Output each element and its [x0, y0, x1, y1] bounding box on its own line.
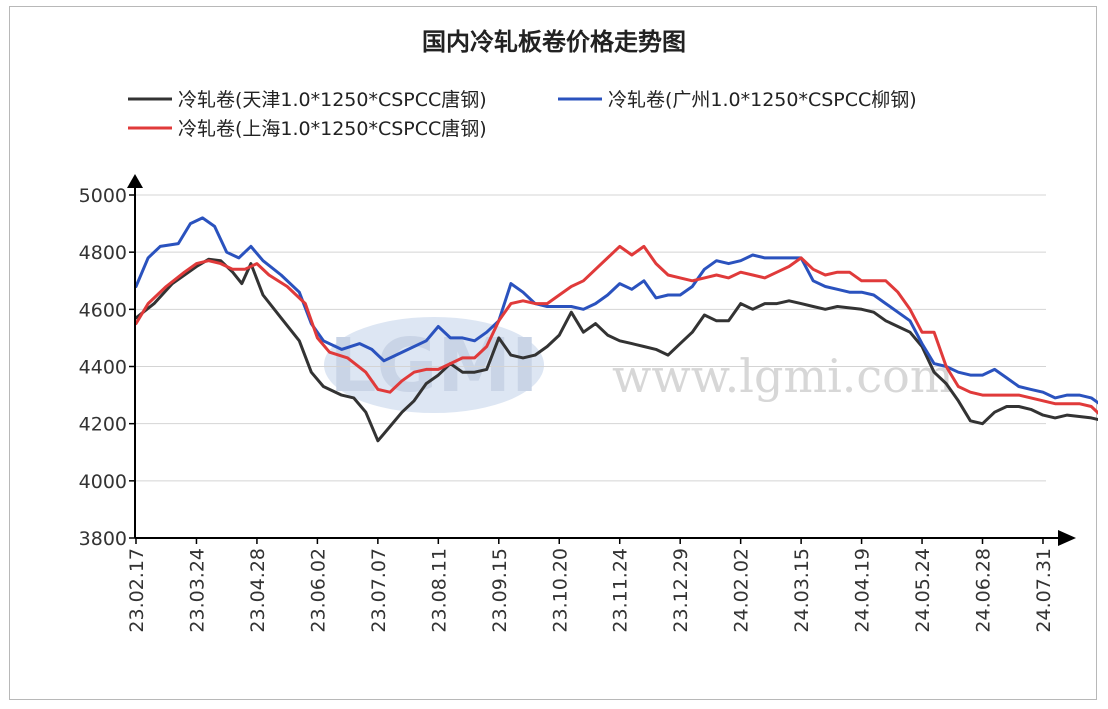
series-lines — [134, 216, 1098, 443]
x-axis-arrow — [1058, 530, 1076, 546]
y-tick-label: 4400 — [79, 357, 127, 379]
series-line-2 — [134, 244, 1098, 415]
series-line-0 — [134, 257, 1098, 443]
chart-canvas: LGMI www.lgmi.com 国内冷轧板卷价格走势图 冷轧卷(天津1.0*… — [79, 28, 1098, 633]
x-tick-label: 23.02.17 — [126, 548, 148, 633]
y-tick-label: 4800 — [79, 242, 127, 264]
legend-label-shanghai: 冷轧卷(上海1.0*1250*CSPCC唐钢) — [178, 118, 487, 140]
y-tick-label: 5000 — [79, 185, 127, 207]
x-tick-label: 23.04.28 — [247, 548, 269, 633]
x-tick-label: 23.06.02 — [307, 548, 329, 633]
x-tick-label: 23.12.29 — [670, 548, 692, 633]
x-tick-label: 24.02.02 — [731, 548, 753, 633]
y-axis-arrow — [127, 174, 143, 188]
x-axis-tick-labels: 23.02.17 23.03.24 23.04.28 23.06.02 23.07.07… — [126, 538, 1055, 633]
y-tick-label: 3800 — [79, 528, 127, 550]
legend: 冷轧卷(天津1.0*1250*CSPCC唐钢) 冷轧卷(广州1.0*1250*C… — [128, 89, 917, 140]
legend-item-tianjin[interactable]: 冷轧卷(天津1.0*1250*CSPCC唐钢) — [128, 89, 487, 111]
y-axis-tick-labels: 5000 4800 4600 4400 4200 4000 3800 — [79, 185, 135, 550]
x-tick-label: 23.11.24 — [610, 548, 632, 633]
x-tick-label: 23.08.11 — [428, 548, 450, 633]
chart-title: 国内冷轧板卷价格走势图 — [422, 28, 686, 56]
x-tick-label: 24.07.31 — [1033, 548, 1055, 633]
x-tick-label: 24.06.28 — [973, 548, 995, 633]
x-tick-label: 23.03.24 — [186, 548, 208, 633]
watermark: LGMI www.lgmi.com — [324, 317, 953, 413]
series-line-1 — [134, 216, 1098, 405]
y-tick-label: 4000 — [79, 471, 127, 493]
y-tick-label: 4200 — [79, 414, 127, 436]
x-tick-label: 24.03.15 — [791, 548, 813, 633]
x-tick-label: 24.04.19 — [852, 548, 874, 633]
legend-label-guangzhou: 冷轧卷(广州1.0*1250*CSPCC柳钢) — [608, 89, 917, 111]
legend-label-tianjin: 冷轧卷(天津1.0*1250*CSPCC唐钢) — [178, 89, 487, 111]
x-tick-label: 23.07.07 — [368, 548, 390, 633]
legend-item-shanghai[interactable]: 冷轧卷(上海1.0*1250*CSPCC唐钢) — [128, 118, 487, 140]
watermark-url: www.lgmi.com — [612, 349, 953, 403]
legend-item-guangzhou[interactable]: 冷轧卷(广州1.0*1250*CSPCC柳钢) — [558, 89, 917, 111]
x-tick-label: 23.10.20 — [549, 548, 571, 633]
x-tick-label: 23.09.15 — [489, 548, 511, 633]
chart-frame: LGMI www.lgmi.com 国内冷轧板卷价格走势图 冷轧卷(天津1.0*… — [9, 6, 1098, 700]
axes — [127, 174, 1076, 546]
grid-lines — [135, 194, 1046, 482]
x-tick-label: 24.05.24 — [912, 548, 934, 633]
y-tick-label: 4600 — [79, 299, 127, 321]
